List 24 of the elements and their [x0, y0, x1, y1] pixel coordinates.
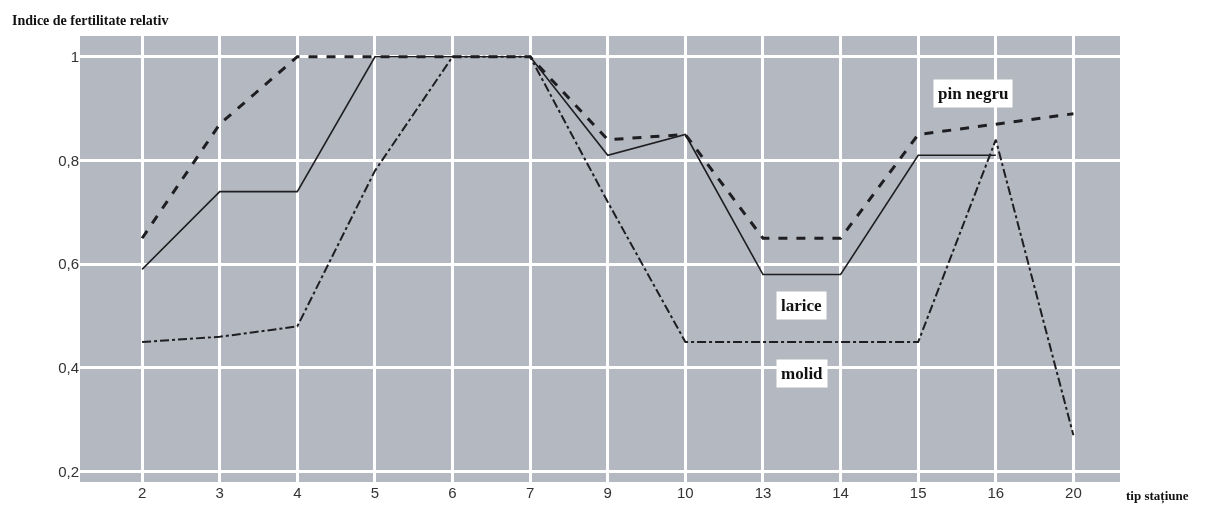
- x-tick-label: 5: [370, 484, 380, 501]
- series-label: molid: [781, 364, 824, 383]
- x-tick-label: 7: [525, 484, 535, 501]
- x-tick-label: 2: [137, 484, 147, 501]
- x-tick-label: 6: [448, 484, 457, 501]
- series-label: pin negru: [938, 84, 1009, 103]
- y-tick-label: 1: [70, 47, 79, 65]
- line-series: [141, 55, 1075, 437]
- x-tick-label: 14: [832, 484, 849, 501]
- y-axis-title: Indice de fertilitate relativ: [12, 13, 169, 28]
- x-tick-label: 20: [1065, 484, 1082, 501]
- y-tick-label: 0,6: [58, 255, 79, 273]
- x-tick-label: 3: [215, 484, 224, 501]
- y-tick-label: 0,8: [58, 151, 79, 169]
- x-tick-label: 10: [677, 484, 694, 501]
- x-tick-label: 13: [754, 484, 772, 501]
- x-axis-title: tip stațiune: [1126, 488, 1189, 504]
- x-tick-label: 9: [603, 484, 612, 501]
- x-tick-label: 4: [293, 484, 302, 501]
- y-tick-label: 0,4: [58, 359, 79, 377]
- x-tick-label: 15: [909, 484, 927, 501]
- x-tick-label: 16: [987, 484, 1005, 501]
- series-label: larice: [781, 296, 823, 315]
- y-tick-label: 0,2: [58, 462, 79, 480]
